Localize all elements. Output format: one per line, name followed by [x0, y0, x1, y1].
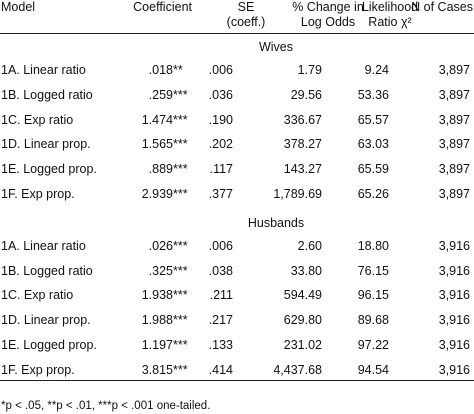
se-cell: .377: [208, 187, 233, 201]
coef-stars: ***: [173, 112, 188, 127]
model-cell: 1D. Linear prop.: [1, 137, 91, 152]
model-cell: 1B. Logged ratio: [1, 263, 93, 278]
change-cell: 4,437.68: [273, 362, 322, 377]
n-cell: 3,897: [438, 87, 470, 102]
coef-cell: 3.815: [141, 362, 173, 377]
n-cell: 3,897: [438, 112, 470, 127]
change-cell: 231.02: [283, 338, 322, 352]
se-cell: .202: [208, 137, 233, 152]
se-cell: .190: [208, 112, 233, 127]
coef-stars: ***: [173, 338, 188, 352]
change-cell: 336.67: [283, 112, 322, 127]
coef-stars: ***: [173, 263, 188, 278]
lr-cell: 76.15: [357, 263, 389, 278]
model-cell: 1F. Exp prop.: [1, 362, 75, 377]
lr-cell: 97.22: [357, 338, 389, 352]
model-cell: 1D. Linear prop.: [1, 313, 91, 328]
coef-cell: .026: [148, 238, 173, 253]
coef-stars: ***: [173, 362, 188, 377]
se-cell: .133: [208, 338, 233, 352]
model-cell: 1E. Logged prop.: [1, 162, 97, 177]
lr-cell: 9.24: [364, 63, 389, 77]
lr-cell: 53.36: [357, 87, 389, 102]
se-cell: .117: [209, 162, 233, 177]
n-cell: 3,897: [438, 137, 470, 152]
model-cell: 1E. Logged prop.: [1, 338, 97, 352]
lr-cell: 63.03: [357, 137, 389, 152]
model-cell: 1A. Linear ratio: [1, 63, 86, 77]
section-label: Wives: [258, 40, 294, 54]
header-cell: N of Cases: [411, 0, 473, 14]
coef-cell: .889: [148, 162, 173, 177]
coef-cell: 1.474: [141, 112, 173, 127]
n-cell: 3,916: [438, 313, 470, 328]
coef-stars: ***: [173, 238, 188, 253]
se-cell: .038: [208, 263, 233, 278]
se-cell: .036: [208, 87, 233, 102]
change-cell: 629.80: [283, 313, 322, 328]
coef-cell: .018: [148, 63, 173, 77]
coef-cell: 2.939: [141, 187, 173, 201]
lr-cell: 96.15: [357, 288, 389, 303]
n-cell: 3,916: [438, 362, 470, 377]
se-cell: .006: [208, 63, 233, 77]
lr-cell: 89.68: [357, 313, 389, 328]
n-cell: 3,916: [438, 288, 470, 303]
coef-stars: ***: [173, 87, 188, 102]
se-cell: .211: [209, 288, 233, 303]
model-cell: 1C. Exp ratio: [1, 112, 74, 127]
change-cell: 143.27: [283, 162, 322, 177]
n-cell: 3,916: [438, 263, 470, 278]
lr-cell: 18.80: [357, 238, 389, 253]
change-cell: 33.80: [290, 263, 322, 278]
header-rule: [0, 33, 474, 34]
header-cell: Log Odds: [300, 15, 356, 29]
model-cell: 1A. Linear ratio: [1, 238, 86, 253]
lr-cell: 65.57: [357, 112, 389, 127]
coef-cell: 1.988: [141, 313, 173, 328]
header-cell: Coefficient: [133, 0, 192, 14]
n-cell: 3,916: [438, 338, 470, 352]
se-cell: .217: [208, 313, 233, 328]
coef-stars: ***: [173, 137, 188, 152]
coef-cell: .259: [148, 87, 173, 102]
bottom-rule: [0, 380, 474, 381]
header-cell: (coeff.): [226, 15, 266, 29]
header-cell: % Change in: [292, 0, 364, 14]
model-cell: 1B. Logged ratio: [1, 87, 93, 102]
coef-stars: ***: [173, 162, 188, 177]
model-cell: 1F. Exp prop.: [1, 187, 75, 201]
coef-cell: .325: [148, 263, 173, 278]
se-cell: .006: [208, 238, 233, 253]
coef-stars: ***: [173, 313, 188, 328]
coef-stars: **: [173, 63, 183, 77]
header-cell: Model: [1, 0, 36, 14]
n-cell: 3,897: [438, 63, 470, 77]
n-cell: 3,897: [438, 162, 470, 177]
footnote: *p < .05, **p < .01, ***p < .001 one-tai…: [1, 400, 211, 412]
coef-cell: 1.197: [141, 338, 173, 352]
coef-stars: ***: [173, 187, 188, 201]
change-cell: 29.56: [290, 87, 322, 102]
header-cell: SE: [237, 0, 255, 14]
lr-cell: 94.54: [357, 362, 389, 377]
change-cell: 378.27: [283, 137, 322, 152]
change-cell: 1.79: [297, 63, 322, 77]
change-cell: 2.60: [297, 238, 322, 253]
n-cell: 3,916: [438, 238, 470, 253]
header-cell: Ratio χ²: [368, 15, 412, 29]
lr-cell: 65.59: [357, 162, 389, 177]
coef-stars: ***: [173, 288, 188, 303]
change-cell: 594.49: [283, 288, 322, 303]
model-cell: 1C. Exp ratio: [1, 288, 74, 303]
change-cell: 1,789.69: [273, 187, 322, 201]
coef-cell: 1.565: [141, 137, 173, 152]
n-cell: 3,897: [438, 187, 470, 201]
section-label: Husbands: [247, 215, 305, 230]
se-cell: .414: [208, 362, 233, 377]
lr-cell: 65.26: [357, 187, 389, 201]
coef-cell: 1.938: [141, 288, 173, 303]
header-cell: Likelihood: [361, 0, 419, 14]
